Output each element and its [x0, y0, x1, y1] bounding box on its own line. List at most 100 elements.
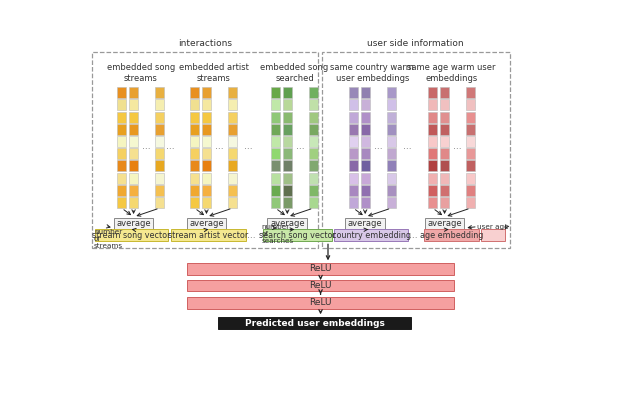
Text: average: average — [189, 219, 224, 228]
Bar — [349, 99, 358, 110]
Bar — [346, 218, 385, 229]
Bar — [467, 124, 476, 135]
Text: ReLU: ReLU — [309, 298, 332, 307]
Bar — [428, 136, 437, 147]
Bar — [349, 124, 358, 135]
Text: embedded artist
streams: embedded artist streams — [179, 63, 248, 83]
Bar — [268, 218, 307, 229]
Bar — [283, 124, 292, 135]
Bar — [271, 197, 280, 208]
Bar — [218, 317, 412, 329]
Bar — [228, 112, 237, 122]
Bar — [129, 197, 138, 208]
Text: ...: ... — [215, 143, 224, 152]
Bar — [440, 99, 449, 110]
Bar — [387, 185, 396, 196]
Bar — [467, 99, 476, 110]
Bar — [349, 197, 358, 208]
Bar — [361, 160, 370, 171]
Bar — [387, 112, 396, 122]
Bar — [428, 112, 437, 122]
Bar — [283, 185, 292, 196]
Bar — [428, 197, 437, 208]
Bar — [190, 124, 199, 135]
Bar — [387, 197, 396, 208]
Text: search song vector: search song vector — [259, 231, 336, 240]
Bar — [190, 87, 199, 98]
Bar — [440, 197, 449, 208]
Bar — [440, 173, 449, 184]
Bar — [156, 197, 164, 208]
Bar — [156, 124, 164, 135]
Bar — [187, 280, 454, 292]
Bar — [283, 136, 292, 147]
Bar — [309, 87, 318, 98]
Text: ...: ... — [374, 143, 383, 152]
Bar — [156, 87, 164, 98]
Bar — [190, 112, 199, 122]
Bar — [361, 136, 370, 147]
Text: ...: ... — [142, 143, 151, 152]
Bar — [428, 160, 437, 171]
Bar — [361, 173, 370, 184]
Bar — [271, 160, 280, 171]
Bar — [190, 160, 199, 171]
Bar — [349, 87, 358, 98]
Text: same country warm
user embeddings: same country warm user embeddings — [330, 63, 414, 83]
Bar — [187, 218, 227, 229]
Text: user age: user age — [477, 224, 508, 229]
Bar — [228, 99, 237, 110]
Text: average: average — [428, 219, 462, 228]
Bar — [271, 87, 280, 98]
Bar — [424, 229, 479, 241]
Bar — [271, 185, 280, 196]
Bar — [202, 160, 211, 171]
Bar — [349, 136, 358, 147]
Bar — [156, 185, 164, 196]
Bar — [309, 112, 318, 122]
Bar — [440, 87, 449, 98]
Text: age embedding: age embedding — [420, 231, 483, 240]
Text: ReLU: ReLU — [309, 281, 332, 290]
Text: user side information: user side information — [367, 39, 464, 48]
Bar — [271, 136, 280, 147]
Bar — [309, 185, 318, 196]
Bar — [467, 136, 476, 147]
Text: number
of
streams: number of streams — [94, 229, 123, 249]
Bar — [95, 229, 168, 241]
Bar — [271, 148, 280, 159]
Text: country embedding: country embedding — [332, 231, 411, 240]
Bar — [361, 148, 370, 159]
Bar — [129, 87, 138, 98]
Bar — [156, 173, 164, 184]
Bar — [309, 173, 318, 184]
Bar — [283, 112, 292, 122]
Text: stream artist vector: stream artist vector — [168, 231, 248, 240]
Bar — [202, 136, 211, 147]
Bar — [428, 185, 437, 196]
Bar — [187, 297, 454, 309]
Bar — [467, 185, 476, 196]
Bar — [156, 148, 164, 159]
Bar — [309, 148, 318, 159]
Bar — [228, 173, 237, 184]
Bar — [361, 87, 370, 98]
Bar — [228, 197, 237, 208]
Bar — [349, 185, 358, 196]
Bar — [202, 148, 211, 159]
Text: ...: ... — [247, 231, 255, 240]
Bar — [114, 218, 154, 229]
Bar — [361, 124, 370, 135]
Bar — [202, 185, 211, 196]
Bar — [129, 136, 138, 147]
Bar — [228, 87, 237, 98]
Bar — [202, 112, 211, 122]
Bar — [202, 87, 211, 98]
Bar — [190, 173, 199, 184]
Text: embedded song
streams: embedded song streams — [107, 63, 175, 83]
Bar — [349, 112, 358, 122]
Bar — [117, 160, 126, 171]
Bar — [467, 160, 476, 171]
Bar — [440, 160, 449, 171]
Text: ...: ... — [409, 231, 418, 240]
